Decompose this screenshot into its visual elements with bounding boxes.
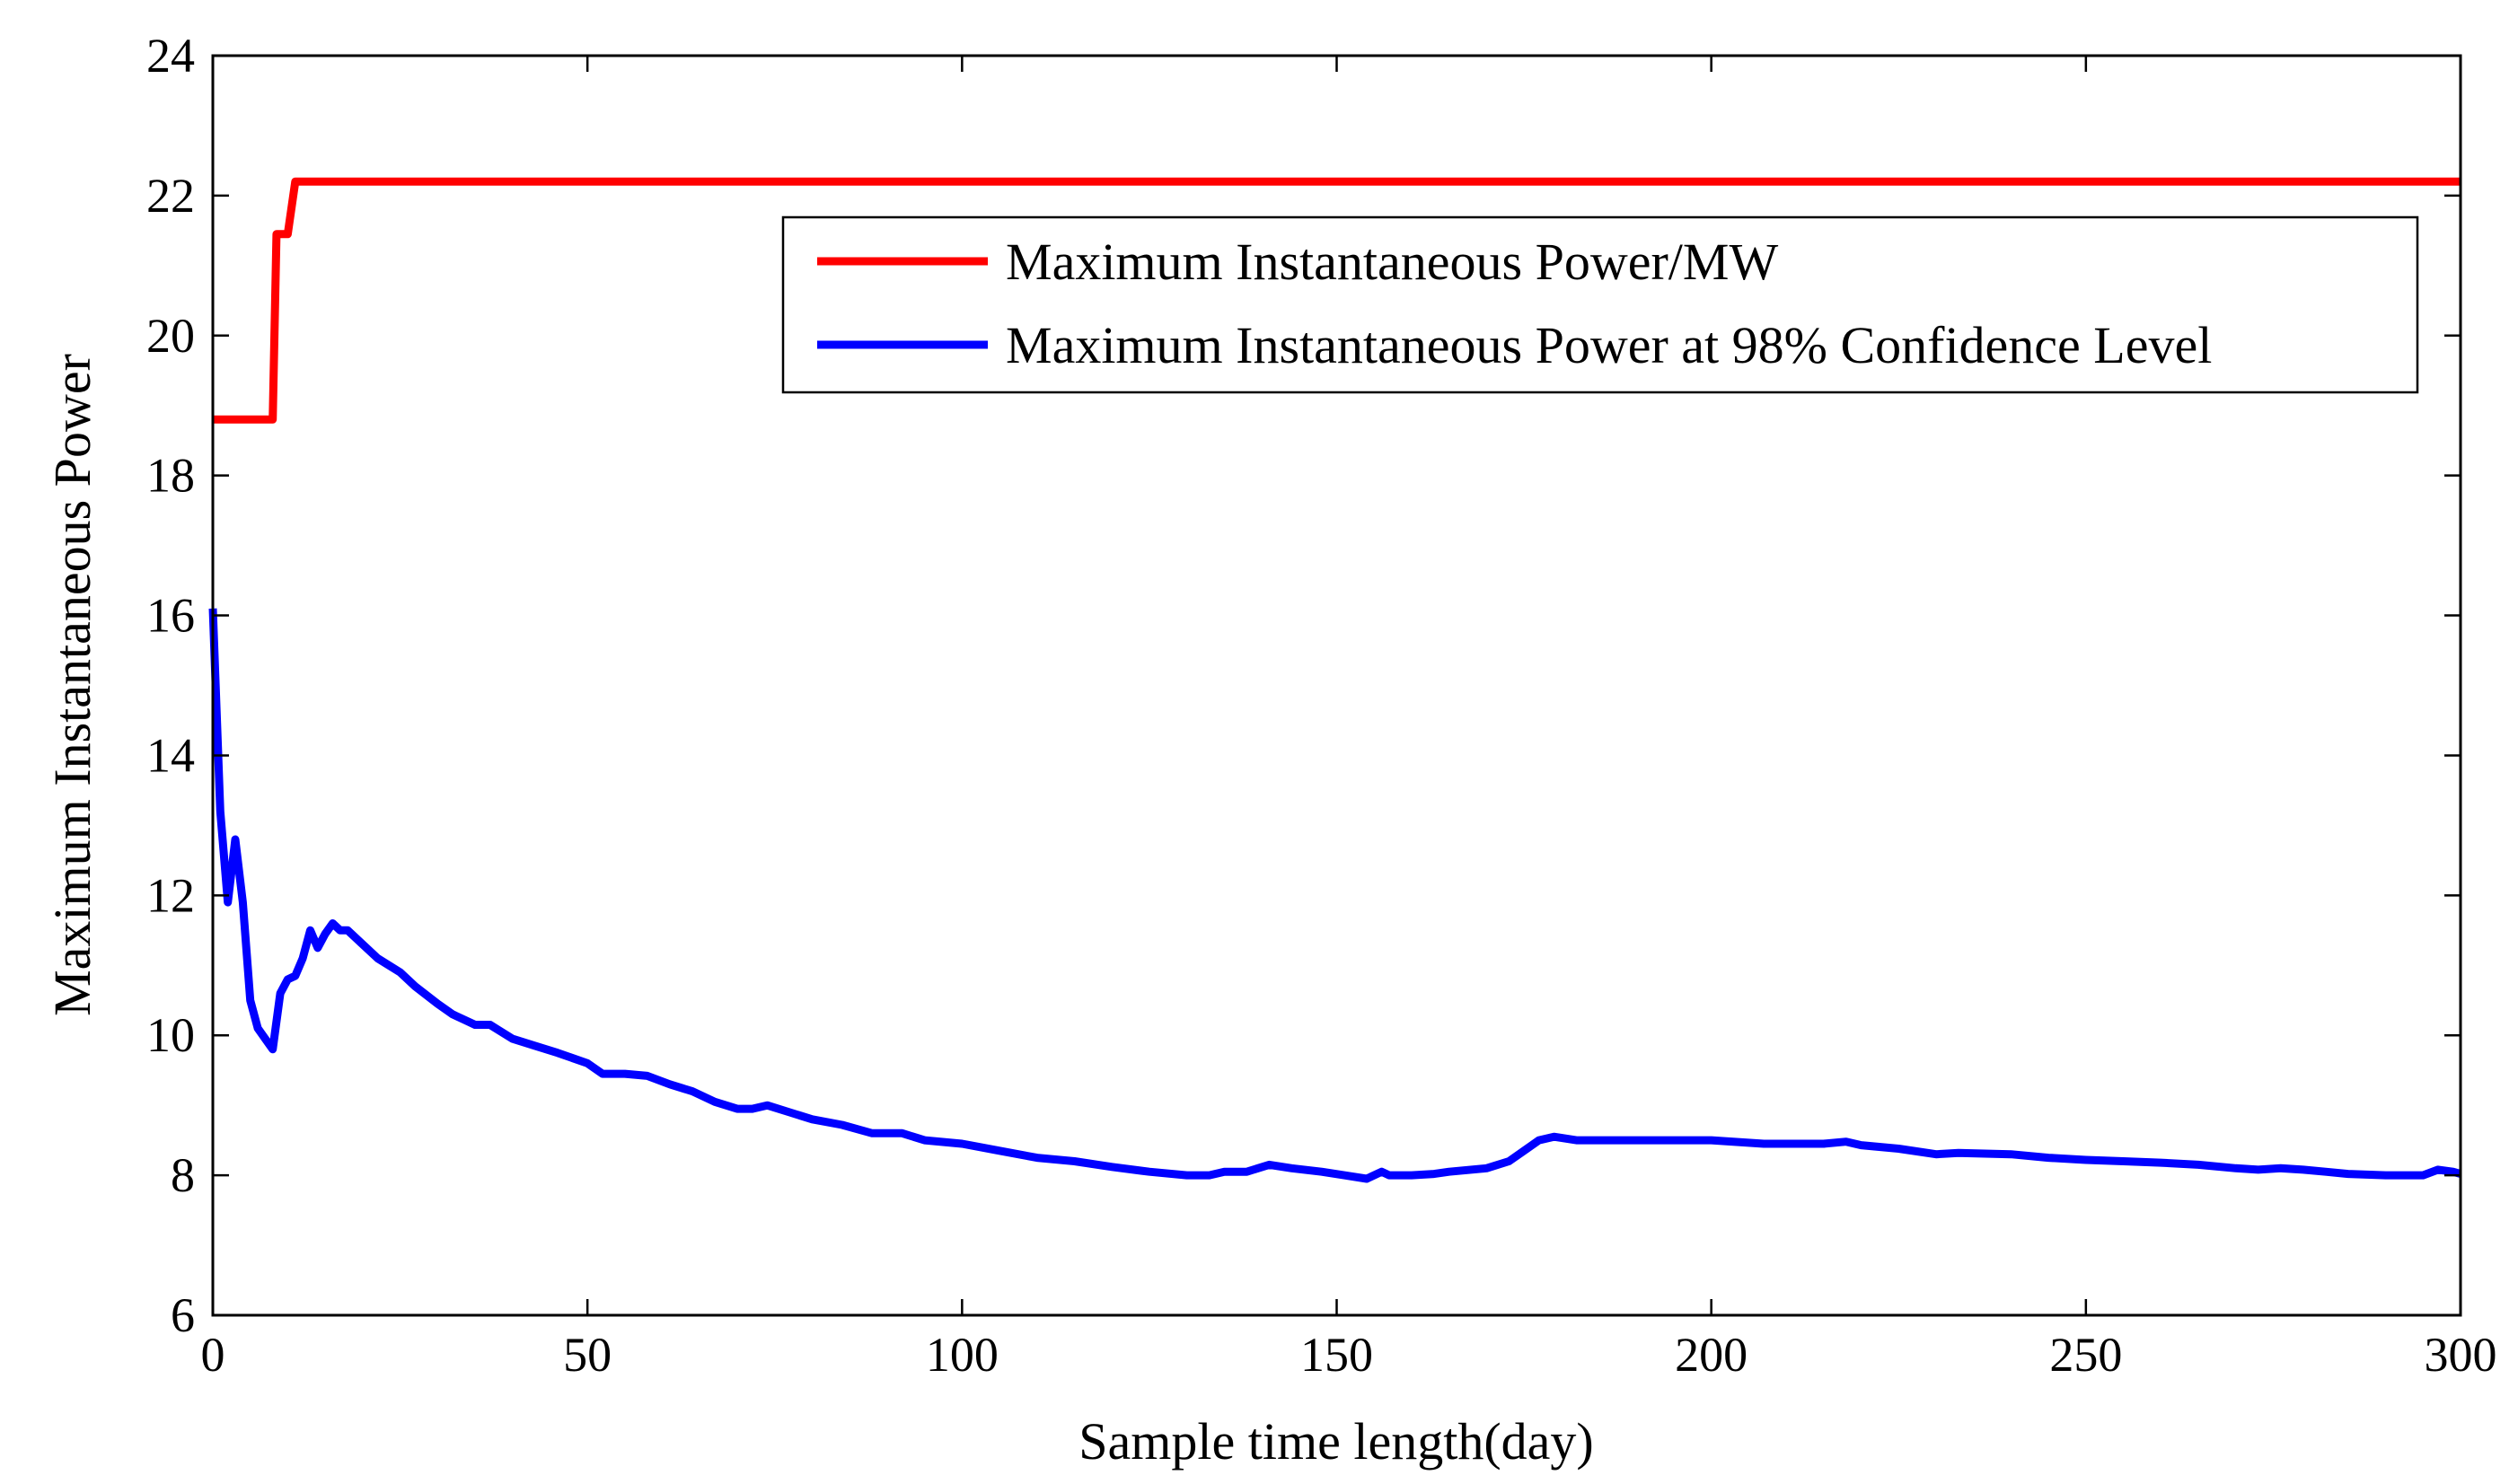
y-tick-label: 20: [146, 309, 195, 363]
x-tick-label: 250: [2049, 1328, 2122, 1382]
legend: Maximum Instantaneous Power/MW Maximum I…: [781, 215, 2419, 394]
legend-box: [781, 215, 2419, 394]
x-tick-label: 0: [201, 1328, 225, 1382]
series-layer: [208, 177, 2462, 1183]
y-tick-label: 14: [146, 728, 195, 782]
y-tick-label: 6: [171, 1288, 195, 1342]
x-tick-label: 200: [1675, 1328, 1748, 1382]
series-line-confidence-power: [208, 608, 2462, 1183]
legend-label-maximum-power: Maximum Instantaneous Power/MW: [1006, 233, 1778, 291]
legend-label-confidence-power: Maximum Instantaneous Power at 98% Confi…: [1006, 316, 2212, 374]
x-tick-label: 300: [2425, 1328, 2497, 1382]
series-line-maximum-power: [213, 177, 2461, 424]
y-tick-label: 10: [146, 1008, 195, 1062]
y-tick-label: 12: [146, 868, 195, 922]
y-tick-label: 8: [171, 1148, 195, 1202]
x-axis-label: Sample time length(day): [1079, 1412, 1593, 1471]
x-tick-label: 50: [563, 1328, 612, 1382]
y-axis-label: Maximum Instantaneous Power: [43, 354, 101, 1016]
tick-layer: 0 50 100 150 200 250 300 6 8 10 12 14 16 18 20 22 24: [146, 29, 2497, 1382]
y-tick-label: 16: [146, 589, 195, 643]
y-tick-label: 18: [146, 449, 195, 503]
y-tick-label: 24: [146, 29, 195, 83]
y-tick-label: 22: [146, 169, 195, 223]
x-tick-label: 100: [926, 1328, 999, 1382]
x-tick-label: 150: [1300, 1328, 1373, 1382]
